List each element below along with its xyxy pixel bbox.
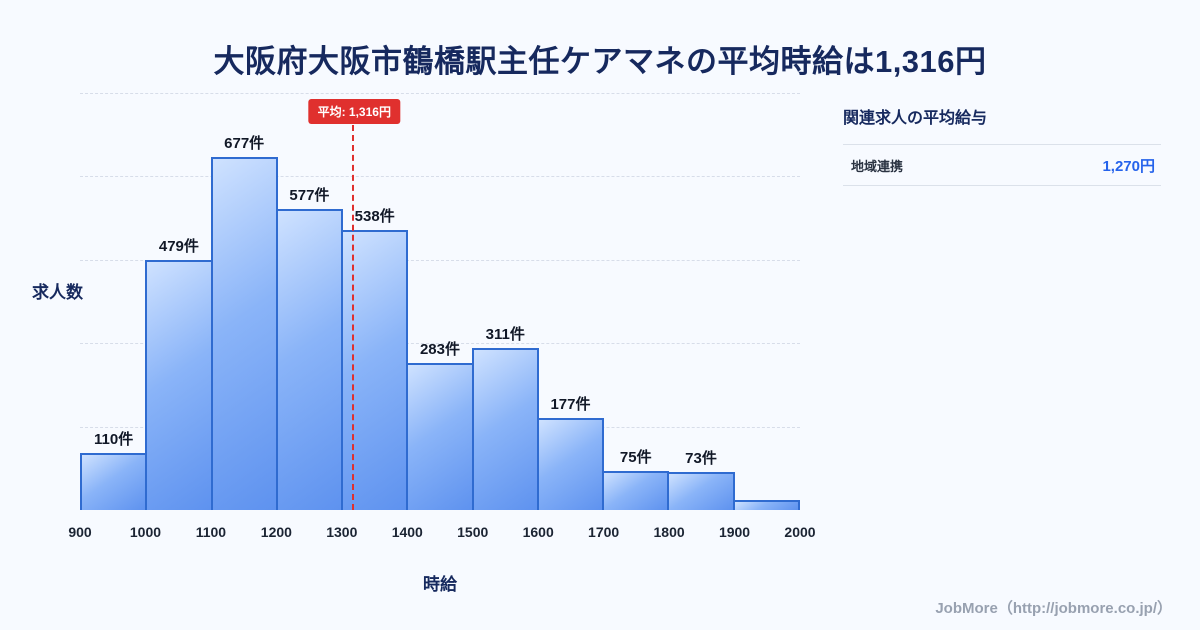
salary-row-label: 地域連携	[851, 158, 904, 174]
bar: 177件	[536, 396, 605, 510]
bar-label: 73件	[685, 449, 717, 467]
x-tick: 1800	[653, 524, 685, 540]
salary-row-value: 1,270円	[1102, 157, 1155, 175]
bar: 75件	[602, 449, 670, 510]
average-line: 平均: 1,316円	[308, 99, 400, 510]
gridline	[80, 176, 800, 178]
bar: 283件	[406, 341, 474, 510]
x-tick: 1200	[260, 524, 292, 540]
bar: 479件	[145, 238, 213, 510]
bar-label: 677件	[224, 135, 265, 153]
related-jobs-panel: 関連求人の平均給与 地域連携 1,270円	[843, 104, 1161, 186]
x-tick: 900	[68, 524, 92, 540]
x-tick: 1700	[588, 524, 620, 540]
x-tick: 1600	[522, 524, 554, 540]
bar-label: 177件	[550, 395, 591, 413]
x-ticks: 900 1000 1100 1200 1300 1400 1500 1600 1700 1800 1…	[68, 524, 815, 544]
bar-label: 110件	[94, 430, 134, 448]
gridline	[80, 259, 800, 261]
bar: 311件	[471, 326, 539, 510]
bar-label: 283件	[419, 340, 460, 358]
bar-label: 75件	[619, 448, 652, 466]
footer-credit: JobMore（http://jobmore.co.jp/）	[935, 600, 1172, 617]
bar: 538件	[341, 208, 409, 510]
bar: 110件	[80, 431, 148, 510]
x-tick: 1400	[391, 524, 423, 540]
bar	[732, 499, 800, 510]
histogram-chart: 110件 479件 677件 577件 538件 283件 311件 177件 75件 73件 平…	[80, 93, 800, 510]
histogram-bars: 110件 479件 677件 577件 538件 283件 311件 177件 75件 73件	[80, 93, 800, 510]
page-title: 大阪府大阪市鶴橋駅主任ケアマネの平均時給は1,316円	[213, 44, 987, 79]
x-axis-label: 時給	[423, 575, 457, 594]
gridline	[80, 343, 800, 345]
bar: 73件	[667, 450, 735, 510]
y-axis-label: 求人数	[32, 283, 83, 302]
x-tick: 1300	[326, 524, 358, 540]
x-tick: 2000	[784, 524, 816, 540]
x-tick: 1900	[718, 524, 751, 540]
x-tick: 1000	[129, 524, 162, 540]
bar-label: 577件	[289, 187, 330, 205]
salary-row: 地域連携 1,270円	[843, 144, 1161, 186]
bar: 677件	[210, 135, 278, 510]
average-badge: 平均: 1,316円	[308, 99, 400, 124]
bar-label: 311件	[485, 325, 525, 343]
bar-label: 479件	[158, 238, 199, 256]
gridline	[80, 93, 800, 94]
panel-heading: 関連求人の平均給与	[843, 110, 988, 127]
bar-label: 538件	[354, 207, 395, 225]
x-tick: 1100	[195, 524, 227, 540]
bar: 577件	[275, 187, 344, 510]
x-tick: 1500	[457, 524, 489, 540]
